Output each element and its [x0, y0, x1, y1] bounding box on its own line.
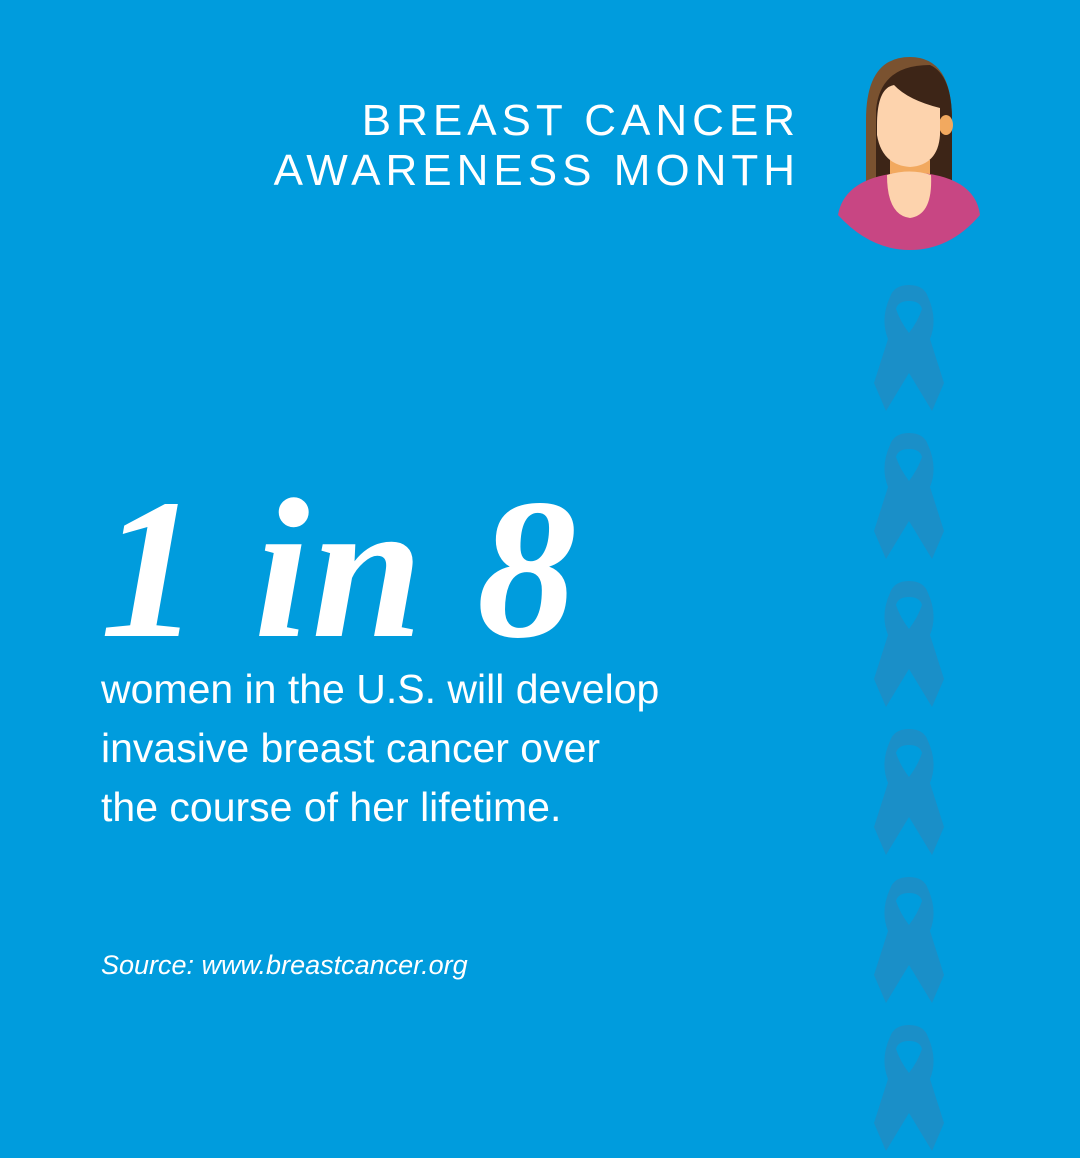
title-line-1: BREAST CANCER	[361, 96, 800, 145]
description-line: women in the U.S. will develop	[101, 666, 660, 712]
description-line: the course of her lifetime.	[101, 784, 562, 830]
woman-avatar-icon	[838, 57, 980, 250]
stat-headline: 1 in 8	[100, 459, 579, 680]
page-title: BREAST CANCER AWARENESS MONTH	[274, 96, 800, 196]
description-line: invasive breast cancer over	[101, 725, 601, 771]
stat-description: women in the U.S. will develop invasive …	[101, 660, 659, 837]
title-line-2: AWARENESS MONTH	[273, 146, 800, 195]
awareness-ribbon-icon	[872, 431, 946, 561]
awareness-ribbon-icon	[872, 283, 946, 413]
awareness-ribbon-icon	[872, 727, 946, 857]
awareness-ribbon-icon	[872, 1023, 946, 1153]
awareness-ribbon-icon	[872, 875, 946, 1005]
awareness-ribbon-icon	[872, 579, 946, 709]
source-citation: Source: www.breastcancer.org	[101, 950, 468, 980]
